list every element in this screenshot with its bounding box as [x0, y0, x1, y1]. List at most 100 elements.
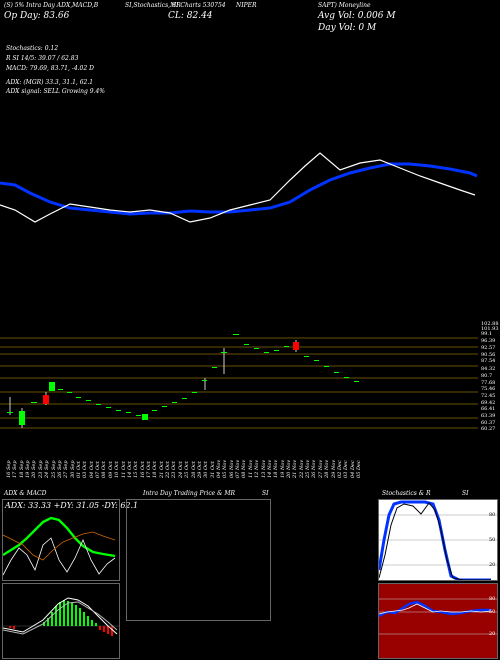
rsi-white-line — [379, 603, 492, 615]
macd-histogram — [9, 600, 113, 636]
rsi-panel: 80 50 20 — [378, 583, 498, 659]
ma-line-blue — [0, 162, 478, 216]
date-label: 30 Oct — [203, 461, 210, 478]
date-label: 11 Nov — [247, 459, 254, 478]
adx-readout: ADX: (MGR) 33.3, 31.1, 62.1 — [6, 79, 94, 86]
stoch-level-80: 80 — [489, 512, 496, 518]
header-line1-left: (S) 5% Intra Day ADX,MACD,B — [4, 2, 99, 9]
date-label: 13 Nov — [260, 459, 267, 478]
date-label: 25 Sep — [50, 460, 57, 478]
date-label: 26 Sep — [56, 460, 63, 478]
intraday-si-label: SI — [262, 490, 269, 497]
date-label: 18 Sep — [18, 460, 25, 478]
date-label: 02 Dec — [336, 460, 343, 478]
date-label: 05 Nov — [222, 459, 229, 478]
stoch-level-20: 20 — [489, 562, 496, 568]
date-label: 11 Oct — [120, 461, 127, 478]
price-level-label: 99.1 — [481, 331, 493, 337]
price-level-label: 63.39 — [481, 413, 496, 419]
macd-white-line — [3, 597, 118, 635]
price-level-label: 66.41 — [481, 406, 496, 412]
date-label: 29 Oct — [196, 461, 203, 478]
stochastics-black-line — [379, 502, 491, 580]
date-label: 06 Nov — [228, 459, 235, 478]
date-label: 18 Oct — [152, 461, 159, 478]
rsi-blue-line — [379, 600, 491, 618]
date-label: 05 Dec — [356, 460, 362, 478]
date-label: 21 Oct — [158, 461, 165, 478]
price-level-label: 92.57 — [481, 345, 496, 351]
date-label: 22 Nov — [298, 459, 305, 478]
date-label: 24 Sep — [44, 460, 51, 478]
date-label: 15 Oct — [133, 461, 140, 478]
price-level-label: 84.32 — [481, 366, 496, 372]
price-level-label: 60.37 — [481, 420, 496, 426]
stoch-level-50: 50 — [489, 537, 496, 543]
date-label: 10 Oct — [114, 461, 121, 478]
adx-white-line — [3, 537, 116, 576]
date-label: 26 Nov — [311, 459, 318, 478]
date-label: 18 Nov — [273, 459, 280, 478]
adx-signal-readout: ADX signal: SELL Growing 9.4% — [6, 88, 105, 95]
date-label: 23 Oct — [171, 461, 178, 478]
date-label: 08 Nov — [241, 459, 248, 478]
date-label: 04 Oct — [88, 461, 95, 478]
date-label: 25 Oct — [184, 461, 191, 478]
stochastics-readout: Stochastics: 0.12 — [6, 45, 59, 52]
header-line1-mid2: SI Charts 530754 — [172, 2, 226, 9]
macd-panel — [2, 583, 120, 659]
date-label: 28 Nov — [324, 459, 331, 478]
date-label: 28 Oct — [190, 461, 197, 478]
rsi-level-50: 50 — [489, 609, 496, 615]
date-label: 03 Dec — [343, 460, 350, 478]
date-label: 24 Oct — [177, 461, 184, 478]
date-label: 04 Dec — [349, 460, 356, 478]
adx-green-line — [3, 516, 116, 558]
stochastics-title: Stochastics & R — [382, 490, 431, 497]
date-label: 14 Nov — [266, 459, 273, 478]
price-level-label: 102.88 — [481, 321, 499, 327]
date-label: 21 Nov — [292, 459, 299, 478]
price-level-label: 69.42 — [481, 400, 496, 406]
date-label: 08 Oct — [101, 461, 108, 478]
price-level-label: 90.56 — [481, 352, 496, 358]
intraday-title: Intra Day Trading Price & MR — [143, 490, 236, 497]
date-label: 03 Oct — [82, 461, 89, 478]
price-level-label: 60.27 — [481, 426, 496, 432]
price-level-label: 75.46 — [481, 386, 496, 392]
price-level-label: 77.68 — [481, 380, 496, 386]
price-level-grid — [0, 337, 478, 429]
rsi-level-20: 20 — [489, 631, 496, 637]
date-label: 12 Nov — [254, 459, 261, 478]
date-label: 27 Nov — [317, 459, 324, 478]
price-level-label: 101.93 — [481, 326, 499, 332]
header-line1-mid: SI,Stochastics,MR — [125, 2, 181, 9]
rsi-level-80: 80 — [489, 596, 496, 602]
intraday-panel — [126, 499, 271, 621]
day-vol-label: Day Vol: 0 M — [318, 23, 377, 33]
date-label: 30 Sep — [69, 460, 76, 478]
stochastics-si-label: SI — [462, 490, 469, 497]
avg-vol-label: Avg Vol: 0.006 M — [318, 11, 396, 21]
date-label: 14 Oct — [126, 461, 133, 478]
price-level-label: 72.45 — [481, 393, 496, 399]
stochastics-panel: 80 50 20 — [378, 499, 498, 581]
date-label: 19 Nov — [279, 459, 286, 478]
price-level-label: 80.7 — [481, 373, 493, 379]
date-label: 27 Sep — [63, 460, 70, 478]
stochastics-blue-line — [379, 500, 491, 580]
price-level-label: 96.39 — [481, 338, 496, 344]
candles — [7, 334, 359, 428]
adx-orange-line — [3, 531, 116, 561]
header-line1-right1: NIPER — [236, 2, 257, 9]
date-label: 16 Oct — [139, 461, 146, 478]
date-label: 23 Sep — [37, 460, 44, 478]
rsi-readout: R SI 14/5: 39.07 / 62.83 — [6, 55, 79, 62]
open-day-label: Op Day: 83.66 — [4, 11, 70, 21]
adx-panel-readout: ADX: 33.33 +DY: 31.05 -DY: 62.1 — [5, 501, 139, 510]
macd-readout: MACD: 79.69, 83.71, -4.02 D — [6, 65, 94, 72]
date-label: 09 Oct — [107, 461, 114, 478]
date-label: 17 Sep — [12, 460, 19, 478]
